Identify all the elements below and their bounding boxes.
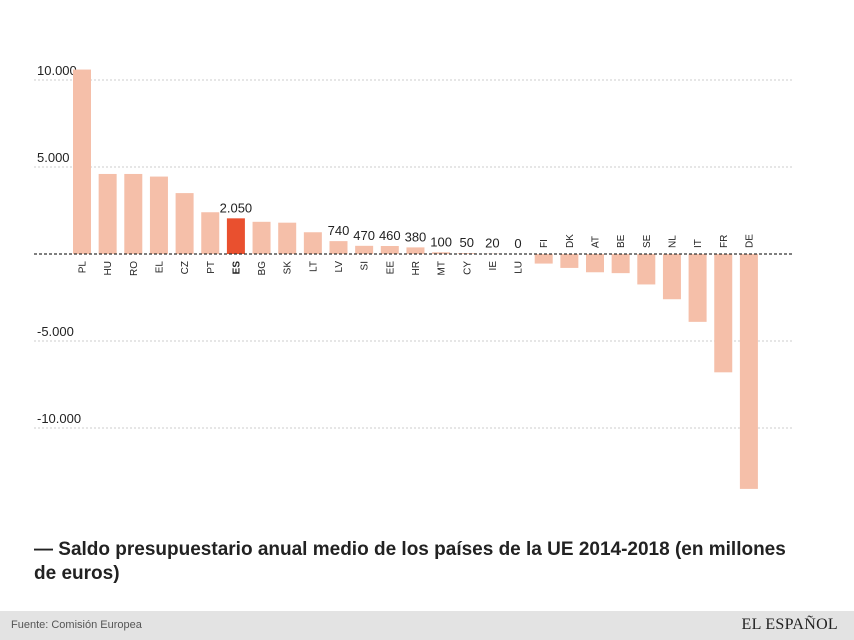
bar-de xyxy=(739,254,758,489)
x-tick-label: DK xyxy=(565,234,576,248)
x-tick-label: HR xyxy=(411,261,422,275)
bar-sk xyxy=(278,222,297,254)
bar-bg xyxy=(252,221,271,254)
data-label: 460 xyxy=(379,228,401,243)
chart-area: 10.000 5.000 -5.000 -10.000 PL HU RO EL CZ PT ES 2.… xyxy=(34,63,794,489)
bar-hr xyxy=(406,247,425,254)
bar-mt xyxy=(432,252,451,254)
x-tick-label: SE xyxy=(642,234,653,248)
x-tick-label: LV xyxy=(334,261,345,273)
x-tick-label: RO xyxy=(129,261,140,276)
x-tick-label: SI xyxy=(360,261,371,270)
y-tick-label: -5.000 xyxy=(37,324,74,339)
bar-cz xyxy=(175,193,194,254)
x-tick-label: AT xyxy=(591,236,602,248)
data-label: 20 xyxy=(485,236,499,251)
bar-nl xyxy=(662,254,681,300)
x-tick-label: MT xyxy=(437,261,448,275)
chart-caption: — Saldo presupuestario anual medio de lo… xyxy=(34,539,786,584)
bar-dk xyxy=(560,254,579,268)
bar-ee xyxy=(380,245,399,254)
bar-el xyxy=(149,176,168,254)
data-label: 740 xyxy=(328,223,350,238)
data-label: 380 xyxy=(405,229,427,244)
data-label: 0 xyxy=(514,236,521,251)
bar-be xyxy=(611,254,630,274)
bar-pl xyxy=(73,69,91,254)
x-tick-label: ES xyxy=(231,261,242,275)
x-tick-label: BG xyxy=(257,261,268,276)
bar-se xyxy=(637,254,656,285)
y-tick-label: 5.000 xyxy=(37,150,70,165)
data-label: 50 xyxy=(460,235,474,250)
x-tick-label: DE xyxy=(744,234,755,248)
x-tick-label: SK xyxy=(283,261,294,275)
x-tick-label: PL xyxy=(78,261,89,274)
x-tick-label: LT xyxy=(308,261,319,272)
x-tick-label: EL xyxy=(154,261,165,274)
bar-es xyxy=(226,218,245,254)
bar-ro xyxy=(124,173,143,254)
x-tick-label: NL xyxy=(667,235,678,248)
x-tick-label: PT xyxy=(206,261,217,274)
bar-hu xyxy=(98,173,117,254)
data-label: 2.050 xyxy=(220,200,253,215)
source-note: Fuente: Comisión Europea xyxy=(11,619,142,631)
bar-chart: 10.000 5.000 -5.000 -10.000 PL HU RO EL CZ PT ES 2.… xyxy=(34,63,794,489)
bar-si xyxy=(355,245,374,254)
y-tick-label: 10.000 xyxy=(37,63,77,78)
bar-at xyxy=(586,254,604,273)
x-tick-label: HU xyxy=(103,261,114,275)
bar-lv xyxy=(329,241,348,254)
x-tick-label: FI xyxy=(539,239,550,248)
footer-bar: Fuente: Comisión Europea EL ESPAÑOL xyxy=(0,611,854,640)
x-tick-label: CZ xyxy=(180,261,191,274)
bar-it xyxy=(688,254,707,322)
bar-fi xyxy=(534,254,553,264)
bar-pt xyxy=(201,212,220,254)
bar-lt xyxy=(303,232,322,254)
y-tick-label: -10.000 xyxy=(37,411,81,426)
x-tick-label: BE xyxy=(616,234,627,248)
bar-fr xyxy=(714,254,733,373)
x-tick-label: IE xyxy=(488,261,499,271)
x-tick-label: LU xyxy=(514,261,525,274)
data-label: 100 xyxy=(430,234,452,249)
x-tick-label: CY xyxy=(462,261,473,275)
x-tick-label: EE xyxy=(385,261,396,275)
x-tick-label: IT xyxy=(693,239,704,248)
x-tick-label: FR xyxy=(719,235,730,248)
data-label: 470 xyxy=(353,228,375,243)
brand-logo: EL ESPAÑOL xyxy=(741,616,838,633)
